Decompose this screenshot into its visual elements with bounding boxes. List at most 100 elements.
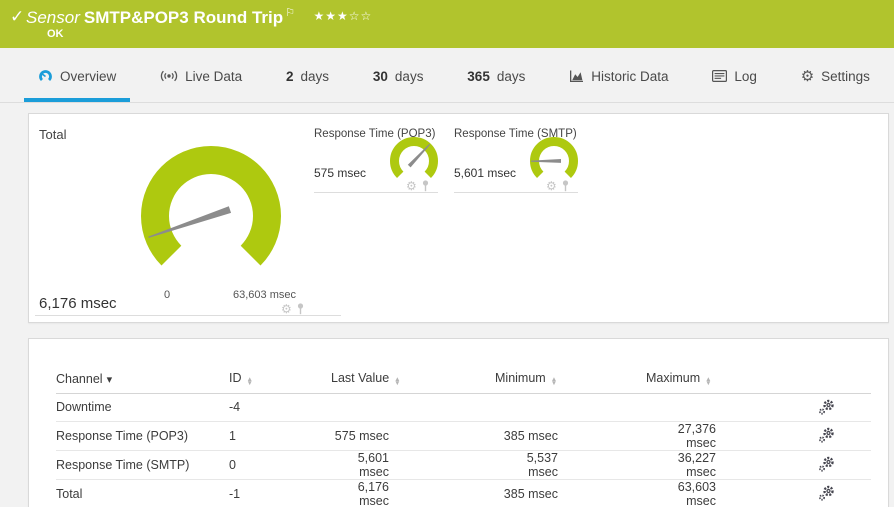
column-header-minimum[interactable]: Minimum ▲ ▼ — [495, 365, 646, 394]
column-header-maximum[interactable]: Maximum ▲ ▼ — [646, 365, 781, 394]
gauge-actions: ⚙ — [406, 180, 430, 192]
status-badge: OK — [47, 28, 64, 40]
tab-day-count: 30 — [372, 68, 388, 84]
mini-gauge-title: Response Time (POP3) — [314, 128, 436, 140]
channel-settings-icon[interactable] — [818, 399, 835, 416]
gauge-actions: ⚙ — [546, 180, 570, 192]
channel-name: Total — [56, 479, 229, 507]
divider — [314, 192, 438, 193]
tab-2-days[interactable]: 2 days — [272, 48, 343, 102]
column-header-actions — [781, 365, 871, 394]
channel-id: 1 — [229, 421, 331, 451]
pop3-gauge — [390, 137, 438, 178]
channel-name: Response Time (SMTP) — [56, 450, 229, 480]
tab-log[interactable]: Log — [698, 48, 771, 102]
table-row-total: Total -1 6,176 msec 385 msec 63,603 msec — [56, 479, 871, 507]
channel-name: Response Time (POP3) — [56, 421, 229, 451]
tab-settings[interactable]: ⚙ Settings — [787, 48, 884, 102]
total-gauge-value: 6,176 msec — [39, 295, 117, 312]
gauge-actions: ⚙ — [281, 303, 305, 315]
column-header-last-value[interactable]: Last Value ▲ ▼ — [331, 365, 495, 394]
sort-both-icon: ▲ ▼ — [550, 375, 558, 388]
channel-name: Downtime — [56, 393, 229, 422]
channel-last-value: 5,601 msec — [331, 450, 495, 480]
tab-label: days — [496, 68, 526, 84]
live-data-icon — [160, 70, 178, 82]
tab-label: Historic Data — [591, 68, 669, 84]
channel-settings-icon[interactable] — [818, 456, 835, 473]
tab-label: Settings — [821, 68, 870, 84]
tab-historic-data[interactable]: Historic Data — [555, 48, 682, 102]
smtp-gauge — [530, 137, 578, 178]
tab-label: Live Data — [185, 68, 243, 84]
gear-icon: ⚙ — [800, 67, 815, 85]
status-check-icon: ✓ — [10, 7, 25, 26]
channel-maximum — [646, 393, 781, 422]
column-header-channel[interactable]: Channel ▾ — [56, 365, 229, 394]
tab-label: Overview — [60, 68, 117, 84]
mini-gauge-value: 575 msec — [314, 166, 367, 180]
tab-day-count: 365 — [467, 68, 490, 84]
channel-minimum: 385 msec — [495, 479, 646, 507]
channel-id: -1 — [229, 479, 331, 507]
chart-icon — [569, 70, 584, 83]
divider — [35, 315, 341, 316]
channel-minimum: 5,537 msec — [495, 450, 646, 480]
priority-stars[interactable]: ★★★☆☆ — [313, 9, 373, 23]
channel-settings-icon[interactable] — [818, 485, 835, 502]
tab-live-data[interactable]: Live Data — [146, 48, 256, 102]
gauge-icon — [38, 69, 53, 83]
tab-label: days — [300, 68, 330, 84]
channel-last-value: 6,176 msec — [331, 479, 495, 507]
sensor-header: ✓ Sensor SMTP&POP3 Round Trip ⚐ ★★★☆☆ OK — [0, 0, 894, 48]
gauge-settings-icon[interactable]: ⚙ — [406, 179, 417, 193]
table-row-downtime: Downtime -4 — [56, 393, 871, 422]
gauge-min-label: 0 — [163, 289, 171, 301]
pin-icon[interactable] — [561, 180, 570, 192]
total-gauge — [141, 146, 281, 266]
sensor-kind-label: Sensor — [26, 8, 80, 27]
tab-label: days — [394, 68, 424, 84]
gauge-settings-icon[interactable]: ⚙ — [281, 302, 292, 316]
channel-last-value — [331, 393, 495, 422]
tab-30-days[interactable]: 30 days — [359, 48, 438, 102]
log-icon — [712, 70, 728, 82]
table-header-row: Channel ▾ ID ▲ ▼ Last Value ▲ ▼ Minimum ▲ ▼ Max… — [56, 365, 871, 394]
channels-panel: Channel ▾ ID ▲ ▼ Last Value ▲ ▼ Minimum ▲ ▼ Max… — [28, 338, 889, 507]
sort-desc-icon: ▾ — [106, 373, 113, 386]
channel-last-value: 575 msec — [331, 421, 495, 451]
tab-365-days[interactable]: 365 days — [453, 48, 539, 102]
channel-maximum: 27,376 msec — [646, 421, 781, 451]
pin-icon[interactable] — [296, 303, 305, 315]
channel-id: -4 — [229, 393, 331, 422]
tab-overview[interactable]: Overview — [24, 48, 131, 102]
divider — [454, 192, 578, 193]
gauges-panel: Total 0 63,603 msec 6,176 msec ⚙ Respons… — [28, 113, 889, 323]
mini-gauge-value: 5,601 msec — [454, 166, 517, 180]
sort-both-icon: ▲ ▼ — [705, 375, 712, 388]
pin-icon[interactable] — [421, 180, 430, 192]
flag-icon[interactable]: ⚐ — [285, 7, 296, 19]
column-header-id[interactable]: ID ▲ ▼ — [229, 365, 331, 394]
sort-both-icon: ▲ ▼ — [246, 375, 253, 388]
channel-maximum: 36,227 msec — [646, 450, 781, 480]
channel-minimum — [495, 393, 646, 422]
channel-maximum: 63,603 msec — [646, 479, 781, 507]
channel-settings-icon[interactable] — [818, 427, 835, 444]
mini-gauge-title: Response Time (SMTP) — [454, 128, 577, 140]
channels-table: Channel ▾ ID ▲ ▼ Last Value ▲ ▼ Minimum ▲ ▼ Max… — [56, 365, 871, 507]
gauge-max-label: 63,603 msec — [233, 289, 296, 301]
table-row-smtp: Response Time (SMTP) 0 5,601 msec 5,537 … — [56, 450, 871, 480]
tab-day-count: 2 — [286, 68, 294, 84]
sort-both-icon: ▲ ▼ — [394, 375, 401, 388]
channel-id: 0 — [229, 450, 331, 480]
table-body: Downtime -4 Response Time (POP3) 1 575 m… — [56, 393, 871, 507]
channel-minimum: 385 msec — [495, 421, 646, 451]
page-title: SMTP&POP3 Round Trip — [83, 8, 284, 27]
total-gauge-title: Total — [39, 127, 67, 142]
tab-label: Log — [734, 68, 757, 84]
table-row-pop3: Response Time (POP3) 1 575 msec 385 msec… — [56, 421, 871, 451]
tab-bar: Overview Live Data 2 days 30 days 365 da… — [0, 48, 894, 103]
gauge-settings-icon[interactable]: ⚙ — [546, 179, 557, 193]
